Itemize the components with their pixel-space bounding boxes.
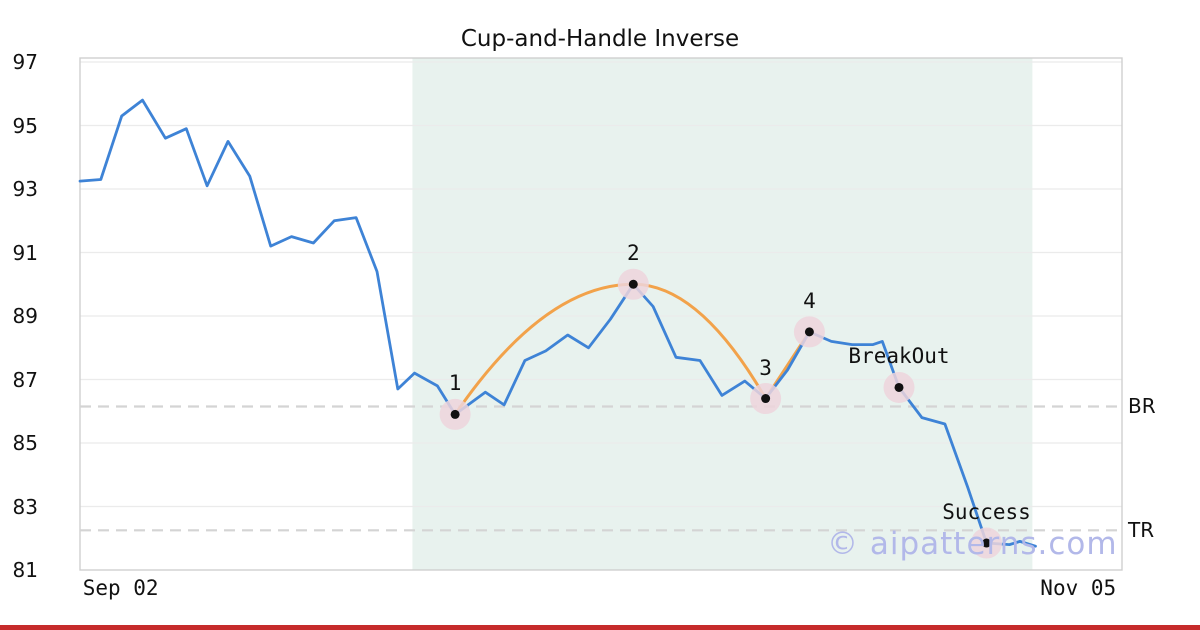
annotation-label-2: 2 (626, 241, 640, 266)
y-tick-label-85: 85 (12, 431, 38, 455)
annotation-label-1: 1 (448, 371, 462, 396)
tr-level-label: TR (1128, 518, 1155, 543)
y-tick-label-83: 83 (12, 494, 38, 519)
y-tick-label-87: 87 (12, 367, 38, 392)
chart-title: Cup-and-Handle Inverse (460, 26, 740, 52)
marker-dot-success (982, 538, 992, 548)
marker-dot-4 (804, 327, 814, 337)
annotation-label-breakout: BreakOut (848, 344, 950, 369)
x-tick-label-end: Nov 05 (1040, 576, 1117, 600)
marker-dot-3 (761, 394, 771, 404)
price-line (78, 98, 1037, 548)
x-tick-label-start: Sep 02 (82, 576, 159, 600)
y-tick-label-93: 93 (12, 177, 38, 201)
y-tick-label-97: 97 (12, 50, 38, 74)
marker-dot-2 (628, 279, 638, 289)
watermark: © aipatterns.com (827, 526, 1118, 562)
y-tick-label-91: 91 (12, 240, 38, 265)
annotation-label-success: Success (942, 500, 1031, 524)
shaded-pattern-region (412, 58, 1033, 570)
marker-dot-1 (450, 409, 460, 419)
marker-dot-breakout (894, 382, 904, 392)
y-tick-label-95: 95 (12, 113, 38, 138)
y-tick-label-89: 89 (12, 304, 38, 328)
annotation-label-3: 3 (759, 355, 772, 380)
br-level-label: BR (1128, 394, 1156, 419)
bottom-accent-bar (0, 625, 1200, 630)
annotation-label-4: 4 (803, 288, 816, 313)
y-tick-label-81: 81 (12, 558, 38, 582)
plot-border (79, 57, 1123, 571)
